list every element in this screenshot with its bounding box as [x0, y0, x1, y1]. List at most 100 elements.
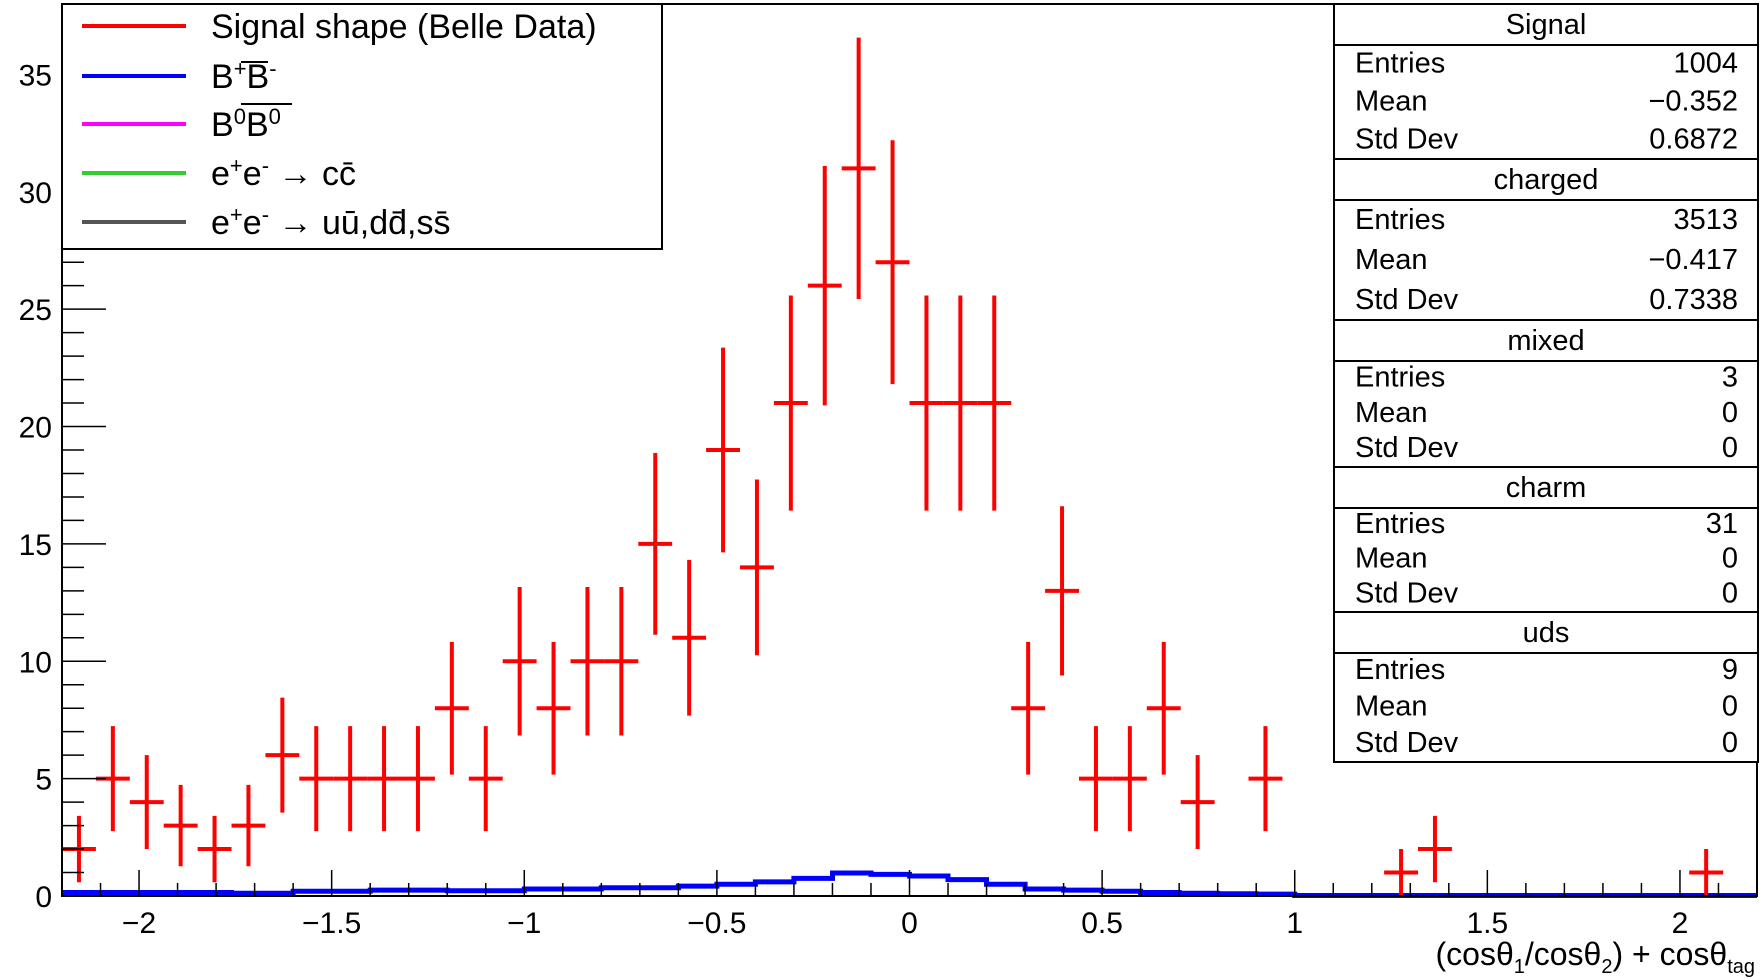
x-axis-title: (cosθ1/cosθ2) + cosθtag: [1435, 936, 1755, 978]
stats-row-label: Std Dev: [1355, 727, 1459, 759]
signal-point: [231, 784, 266, 867]
stats-box-charged: charged Entries 3513 Mean −0.417 Std Dev 0.733…: [1333, 158, 1759, 321]
stats-row-value: 3: [1722, 361, 1738, 393]
legend-entry-signal: Signal shape (Belle Data): [82, 8, 597, 46]
x-tick-label: −1.5: [302, 907, 361, 940]
x-tick-label: −0.5: [687, 907, 746, 940]
signal-point: [1248, 726, 1283, 832]
stats-row-value: 0: [1722, 543, 1738, 575]
stats-row-label: Std Dev: [1355, 432, 1459, 464]
x-tick-label: 0: [901, 907, 918, 940]
legend-label-signal: Signal shape (Belle Data): [211, 8, 597, 46]
signal-point: [1418, 815, 1452, 883]
signal-point: [1112, 726, 1147, 832]
stats-row-label: Std Dev: [1355, 284, 1459, 316]
stats-row-label: Std Dev: [1355, 577, 1459, 609]
signal-point: [604, 587, 639, 736]
signal-point: [875, 140, 910, 385]
stats-box-frame: [1333, 611, 1759, 763]
legend-entry-charm: e+e- → cc̄: [82, 153, 356, 193]
stats-row-label: Entries: [1355, 47, 1445, 79]
y-tick-label: 20: [19, 412, 52, 445]
stats-row-value: −0.417: [1648, 244, 1738, 276]
y-tick-label: 0: [35, 881, 52, 914]
stats-row-value: 0: [1722, 727, 1738, 759]
signal-point: [163, 784, 198, 867]
legend-frame: [61, 3, 663, 250]
stats-row-label: Std Dev: [1355, 123, 1459, 155]
signal-point: [299, 726, 334, 832]
stats-row-label: Entries: [1355, 204, 1445, 236]
stats-row-value: −0.352: [1648, 85, 1738, 117]
signal-point: [333, 726, 368, 832]
legend: Signal shape (Belle Data) B+B- B0B0 e+e-…: [61, 3, 663, 250]
stats-row-label: Entries: [1355, 508, 1445, 540]
legend-entry-uds: e+e- → uū,dd̄,ss̄: [82, 202, 450, 242]
y-tick-label: 30: [19, 177, 52, 210]
signal-point: [807, 165, 842, 406]
stats-row-label: Mean: [1355, 85, 1428, 117]
stats-row-label: Entries: [1355, 654, 1445, 686]
signal-point: [672, 559, 707, 716]
signal-point: [1011, 641, 1046, 775]
signal-point: [977, 295, 1012, 511]
signal-point: [434, 641, 469, 775]
stats-row-value: 0: [1722, 397, 1738, 429]
signal-point: [197, 815, 232, 883]
y-tick-label: 35: [19, 59, 52, 92]
stats-row-value: 0: [1722, 690, 1738, 722]
signal-point: [1146, 641, 1181, 775]
stats-box-frame: [1333, 466, 1759, 613]
x-tick-label: 1: [1286, 907, 1303, 940]
stats-row-value: 9: [1722, 654, 1738, 686]
stats-box-title: charm: [1506, 472, 1587, 504]
stats-row-value: 31: [1706, 508, 1738, 540]
signal-point: [129, 755, 164, 850]
x-tick-label: 1.5: [1466, 907, 1508, 940]
stats-box-frame: [1333, 319, 1759, 468]
stats-row-value: 0.7338: [1649, 284, 1738, 316]
legend-entry-charged: B+B-: [82, 56, 277, 96]
signal-point: [367, 726, 401, 832]
x-tick-label: 2: [1672, 907, 1689, 940]
signal-point: [706, 347, 740, 553]
signal-point: [1079, 726, 1113, 832]
signal-point: [1689, 849, 1724, 896]
x-tick-label: −2: [122, 907, 156, 940]
x-tick-label: −1: [507, 907, 541, 940]
stats-box-frame: [1333, 3, 1759, 160]
stats-box-charm: charm Entries 31 Mean 0 Std Dev 0: [1333, 466, 1759, 613]
signal-point: [1180, 755, 1215, 850]
stats-row-value: 0.6872: [1649, 123, 1738, 155]
signal-point: [1045, 506, 1079, 676]
signal-point: [502, 587, 537, 736]
stats-row-label: Mean: [1355, 543, 1428, 575]
signal-point: [1384, 849, 1418, 896]
signal-point: [401, 726, 435, 832]
stats-row-label: Entries: [1355, 361, 1445, 393]
stats-row-value: 0: [1722, 577, 1738, 609]
stats-box-title: mixed: [1507, 325, 1584, 357]
legend-label-uds: e+e- → uū,dd̄,ss̄: [211, 202, 450, 242]
stats-box-title: uds: [1523, 617, 1570, 649]
legend-entry-mixed: B0B0: [82, 103, 292, 144]
stats-row-label: Mean: [1355, 690, 1428, 722]
stats-box-mixed: mixed Entries 3 Mean 0 Std Dev 0: [1333, 319, 1759, 468]
stats-box-signal: Signal Entries 1004 Mean −0.352 Std Dev 0.6872: [1333, 3, 1759, 160]
signal-point: [841, 37, 876, 300]
stats-row-label: Mean: [1355, 244, 1428, 276]
stats-row-label: Mean: [1355, 397, 1428, 429]
stats-row-value: 1004: [1673, 47, 1738, 79]
signal-point: [536, 641, 571, 775]
signal-point: [740, 479, 774, 656]
signal-point: [570, 587, 605, 736]
y-tick-label: 25: [19, 294, 52, 327]
x-tick-label: 0.5: [1081, 907, 1123, 940]
svg-text:(cosθ1/cosθ2) + cosθtag: (cosθ1/cosθ2) + cosθtag: [1435, 936, 1755, 978]
stats-box-title: Signal: [1506, 9, 1587, 41]
y-tick-label: 5: [35, 764, 52, 797]
signal-point: [943, 295, 978, 511]
stats-row-value: 0: [1722, 432, 1738, 464]
signal-point: [773, 295, 808, 511]
